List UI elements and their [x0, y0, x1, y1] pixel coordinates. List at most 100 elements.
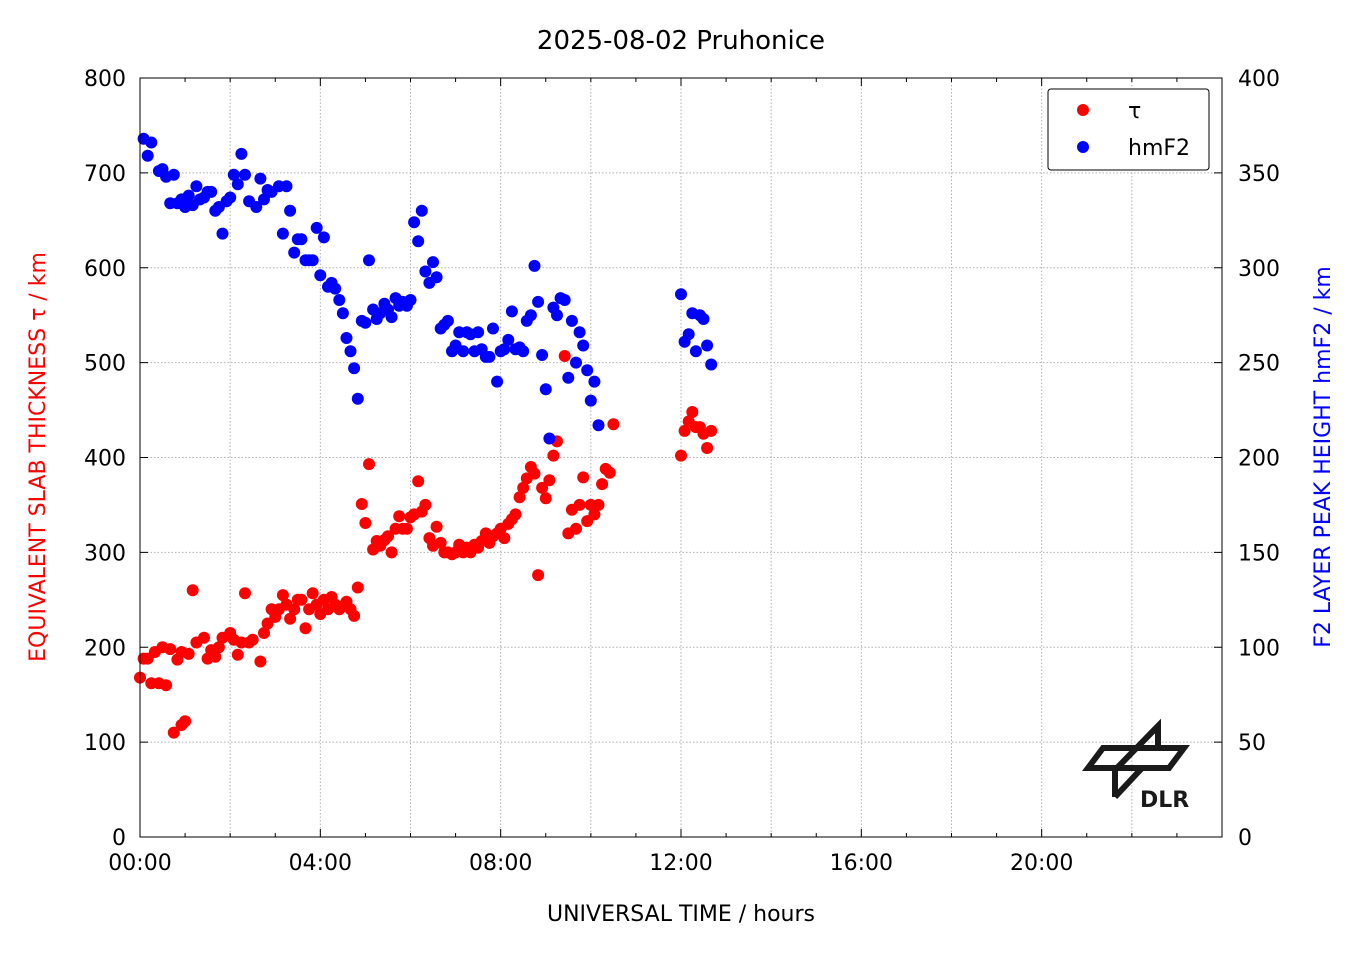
- hmf2-point: [524, 309, 537, 322]
- hmf2-point: [581, 364, 594, 377]
- y-left-tick-label: 100: [84, 731, 126, 756]
- hmf2-point: [276, 227, 289, 240]
- tau-point: [306, 587, 319, 600]
- tau-point: [603, 466, 616, 479]
- tau-point: [532, 569, 545, 582]
- tau-point: [355, 498, 368, 510]
- hmf2-point: [336, 307, 349, 320]
- tau-point: [498, 532, 511, 545]
- hmf2-point: [491, 375, 504, 388]
- hmf2-point: [675, 288, 687, 301]
- hmf2-point: [483, 350, 496, 363]
- y-left-tick-label: 800: [84, 67, 126, 92]
- hmf2-point: [457, 345, 470, 358]
- tau-point: [209, 650, 222, 663]
- tau-point: [393, 510, 406, 523]
- tau-point: [558, 350, 571, 362]
- legend-marker-tau: [1077, 104, 1089, 116]
- y-axis-label-right: F2 LAYER PEAK HEIGHT hmF2 / km: [1311, 266, 1336, 648]
- hmf2-point: [351, 392, 364, 405]
- hmf2-point: [348, 362, 361, 375]
- hmf2-point: [385, 311, 398, 324]
- hmf2-point: [284, 204, 297, 217]
- dlr-logo-text: DLR: [1140, 788, 1189, 813]
- tau-point: [288, 603, 301, 616]
- y-right-tick-label: 350: [1238, 162, 1280, 187]
- tau-point: [160, 679, 173, 692]
- tau-point: [359, 517, 372, 529]
- tau-point: [705, 424, 718, 437]
- hmf2-point: [310, 221, 323, 234]
- hmf2-point: [562, 371, 575, 384]
- hmf2-point: [565, 314, 578, 327]
- tau-point: [363, 458, 375, 471]
- tau-point: [276, 589, 289, 602]
- y-right-tick-label: 250: [1238, 352, 1280, 377]
- x-tick-label: 12:00: [649, 851, 712, 876]
- tau-point: [212, 641, 225, 654]
- hmf2-point: [472, 326, 485, 339]
- hmf2-point: [258, 193, 270, 206]
- tau-point: [596, 478, 609, 491]
- hmf2-point: [427, 256, 439, 269]
- tau-point: [231, 648, 244, 661]
- hmf2-point: [239, 168, 251, 181]
- tau-point: [258, 627, 270, 639]
- hmf2-point: [430, 271, 443, 284]
- hmf2-point: [333, 294, 346, 306]
- tau-point: [167, 726, 180, 739]
- tau-point: [254, 655, 267, 668]
- hmf2-point: [419, 265, 432, 278]
- tau-point: [701, 442, 714, 454]
- hmf2-point: [543, 432, 556, 445]
- x-tick-label: 04:00: [289, 851, 352, 876]
- tau-point: [517, 481, 530, 494]
- legend-label-tau: τ: [1128, 99, 1141, 124]
- hmf2-point: [317, 231, 330, 244]
- tau-point: [412, 475, 425, 488]
- tau-point: [295, 593, 308, 606]
- dlr-logo-icon: [1082, 718, 1190, 800]
- hmf2-point: [344, 345, 357, 358]
- legend-label-hmf2: hmF2: [1128, 136, 1190, 161]
- tau-point: [543, 474, 556, 487]
- hmf2-point: [558, 294, 571, 306]
- hmf2-point: [487, 322, 499, 335]
- hmf2-point: [227, 168, 240, 181]
- tau-point: [246, 633, 259, 646]
- x-tick-label: 20:00: [1010, 851, 1073, 876]
- hmf2-point: [441, 314, 454, 327]
- axis-ticks: 00:00 04:00 08:00 12:00 16:00 20:00 0 100 200 300…: [84, 67, 1280, 876]
- tau-point: [592, 498, 605, 511]
- hmf2-point: [592, 419, 605, 432]
- hmf2-point: [190, 180, 203, 193]
- tau-point: [539, 492, 552, 505]
- tau-point: [299, 622, 312, 635]
- y-right-tick-label: 0: [1238, 826, 1252, 851]
- tau-point: [577, 471, 590, 484]
- hmf2-point: [288, 246, 301, 259]
- hmf2-point: [697, 313, 710, 325]
- tau-point: [385, 546, 398, 559]
- x-tick-label: 16:00: [830, 851, 893, 876]
- hmf2-point: [532, 295, 545, 308]
- hmf2-point: [573, 326, 586, 339]
- hmf2-point: [551, 309, 563, 322]
- tau-point: [198, 631, 210, 644]
- hmf2-point: [141, 149, 154, 162]
- hmf2-point: [224, 191, 237, 204]
- y-left-tick-label: 200: [84, 636, 126, 661]
- hmf2-point: [182, 189, 195, 202]
- hmf2-point: [536, 349, 549, 361]
- hmf2-point: [363, 254, 375, 267]
- y-left-tick-label: 0: [112, 826, 126, 851]
- hmf2-point: [588, 375, 601, 388]
- hmf2-point: [231, 178, 244, 191]
- tau-point: [588, 508, 601, 521]
- y-right-tick-label: 150: [1238, 541, 1280, 566]
- hmf2-point: [145, 136, 158, 149]
- hmf2-point: [235, 147, 248, 160]
- tau-point: [239, 587, 251, 600]
- tau-point: [536, 481, 549, 494]
- x-tick-label: 00:00: [108, 851, 171, 876]
